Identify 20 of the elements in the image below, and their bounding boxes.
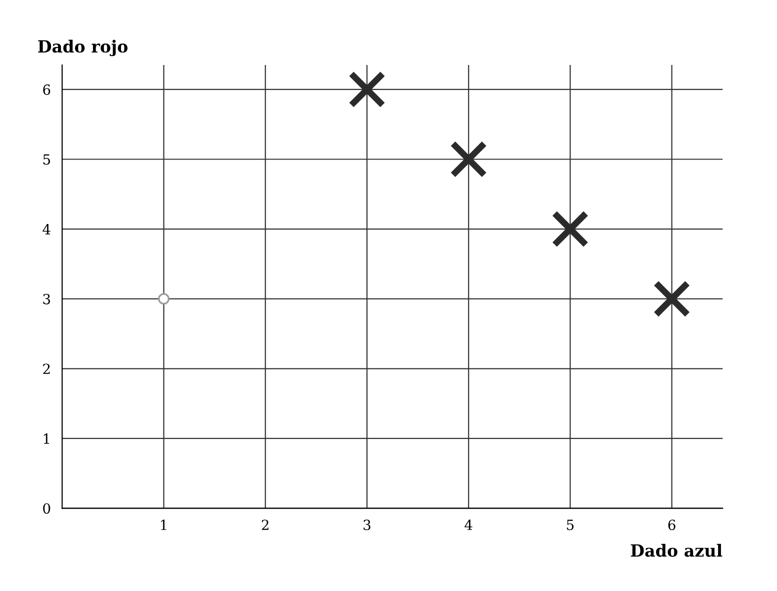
x-tick-label: 1 [161, 520, 166, 530]
y-axis-title: Dado rojo [38, 40, 128, 56]
y-tick-label: 4 [42, 224, 50, 234]
x-tick-label: 6 [668, 520, 676, 530]
y-tick-label: 2 [43, 364, 50, 374]
x-axis-title: Dado azul [630, 544, 722, 557]
x-tick-label: 3 [364, 520, 370, 530]
y-tick-label: 0 [43, 503, 50, 514]
point [348, 70, 386, 108]
y-tick-label: 3 [43, 294, 50, 304]
y-tick-label: 1 [44, 433, 50, 444]
x-tick-label: 4 [464, 520, 472, 530]
y-tick-label: 6 [43, 84, 50, 95]
point [158, 293, 170, 305]
y-tick-label: 5 [43, 154, 50, 165]
point [450, 140, 488, 178]
point [552, 210, 589, 248]
point [653, 280, 690, 318]
x-tick-label: 2 [262, 520, 268, 530]
x-tick-label: 5 [566, 520, 574, 530]
